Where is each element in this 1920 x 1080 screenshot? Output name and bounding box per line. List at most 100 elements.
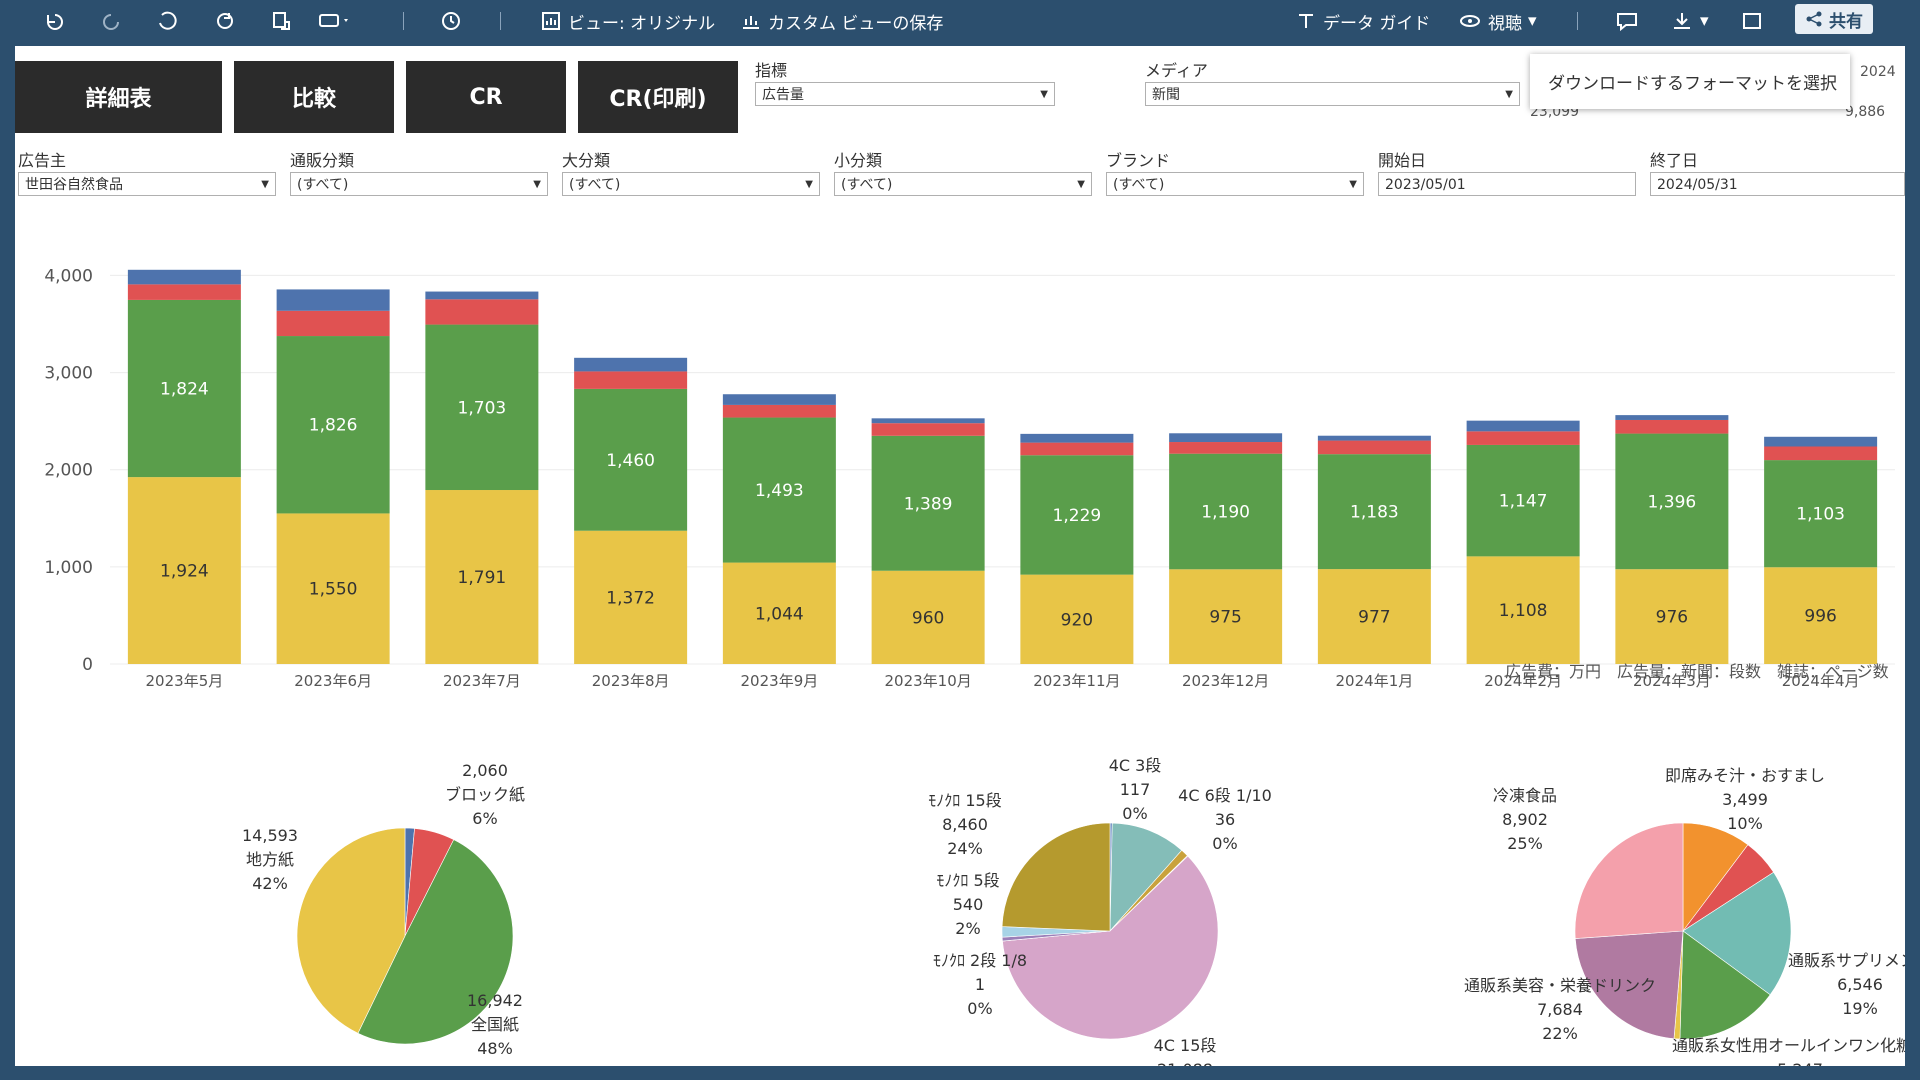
bar-segment[interactable]: [127, 284, 241, 300]
major-category-value: (すべて): [569, 177, 621, 193]
bar-segment[interactable]: [1764, 460, 1878, 568]
data-guide-icon: [1299, 14, 1313, 28]
device-preview-icon[interactable]: [318, 8, 352, 34]
undo-icon[interactable]: [44, 8, 66, 34]
bar-segment[interactable]: [871, 423, 985, 436]
bar-segment[interactable]: [1020, 433, 1134, 443]
bar-segment[interactable]: [1615, 569, 1729, 664]
watch-button[interactable]: 視聴 ▾: [1458, 8, 1537, 34]
bar-value-label: 1,826: [309, 416, 358, 436]
bar-segment[interactable]: [1466, 431, 1580, 445]
bar-segment[interactable]: [1615, 419, 1729, 434]
bar-segment[interactable]: [574, 371, 688, 389]
bar-segment[interactable]: [722, 394, 836, 405]
download-button[interactable]: ▾: [1670, 8, 1709, 34]
bar-segment[interactable]: [1615, 415, 1729, 420]
bar-segment[interactable]: [276, 513, 390, 664]
pie-slice[interactable]: [1574, 822, 1684, 939]
history-icon[interactable]: [440, 8, 462, 34]
bar-segment[interactable]: [1764, 436, 1878, 447]
bar-segment[interactable]: [1020, 442, 1134, 456]
bar-segment[interactable]: [722, 562, 836, 664]
minor-category-select[interactable]: (すべて) ▼: [834, 172, 1092, 196]
bar-segment[interactable]: [1317, 569, 1431, 664]
bar-segment[interactable]: [1317, 435, 1431, 441]
bar-value-label: 1,493: [755, 481, 804, 501]
bar-segment[interactable]: [276, 336, 390, 514]
bar-segment[interactable]: [425, 291, 539, 300]
view-original-button[interactable]: ビュー: オリジナル: [540, 8, 715, 34]
bar-segment[interactable]: [1615, 433, 1729, 570]
pie-slice[interactable]: [1109, 822, 1183, 932]
bar-segment[interactable]: [871, 570, 985, 664]
bar-segment[interactable]: [127, 269, 241, 285]
revert-icon[interactable]: [156, 8, 178, 34]
bar-segment[interactable]: [1466, 420, 1580, 432]
bar-segment[interactable]: [127, 477, 241, 664]
bar-segment[interactable]: [574, 530, 688, 664]
pie-slice[interactable]: [357, 839, 514, 1045]
metric-select[interactable]: 広告量 ▼: [755, 82, 1055, 106]
bar-segment[interactable]: [1169, 442, 1283, 454]
pie-slice[interactable]: [296, 827, 406, 1034]
media-select[interactable]: 新聞 ▼: [1145, 82, 1520, 106]
data-guide-button[interactable]: データ ガイド: [1295, 8, 1430, 34]
start-date-input[interactable]: 2023/05/01: [1378, 172, 1636, 196]
tab-compare[interactable]: 比較: [234, 61, 394, 133]
bar-segment[interactable]: [574, 357, 688, 372]
bar-segment[interactable]: [127, 299, 241, 478]
pause-updates-icon[interactable]: [270, 8, 292, 34]
comment-icon[interactable]: [1615, 8, 1639, 34]
pie-slice[interactable]: [1001, 822, 1111, 932]
toolbar: ビュー: オリジナル カスタム ビューの保存 データ ガイド 視聴 ▾ ▾ 共有: [0, 0, 1920, 46]
bar-segment[interactable]: [1169, 453, 1283, 570]
bar-segment[interactable]: [722, 417, 836, 563]
end-date-input[interactable]: 2024/05/31: [1650, 172, 1905, 196]
bar-segment[interactable]: [574, 388, 688, 531]
bar-value-label: 1,460: [606, 451, 655, 471]
bar-segment[interactable]: [871, 418, 985, 424]
pie-slice[interactable]: [1682, 871, 1792, 996]
fullscreen-icon[interactable]: [1740, 8, 1764, 34]
pie-slice[interactable]: [1574, 930, 1684, 1039]
bar-segment[interactable]: [1466, 556, 1580, 664]
bar-segment[interactable]: [276, 310, 390, 337]
bar-segment[interactable]: [1020, 455, 1134, 575]
tab-cr-print[interactable]: CR(印刷): [578, 61, 738, 133]
bar-segment[interactable]: [1764, 446, 1878, 461]
save-custom-view-button[interactable]: カスタム ビューの保存: [740, 8, 943, 34]
refresh-icon[interactable]: [214, 8, 236, 34]
bar-segment[interactable]: [425, 490, 539, 664]
bar-segment[interactable]: [1169, 433, 1283, 443]
advertiser-select[interactable]: 世田谷自然食品 ▼: [18, 172, 276, 196]
bar-segment[interactable]: [1764, 567, 1878, 664]
mail-order-category-select[interactable]: (すべて) ▼: [290, 172, 548, 196]
dropdown-arrow-icon: ▼: [261, 179, 269, 190]
pie-slice-label: 4C 6段 1/10 36 0%: [1178, 786, 1272, 853]
tab-detail-table[interactable]: 詳細表: [15, 61, 222, 133]
bar-segment[interactable]: [722, 404, 836, 418]
peek-value-b: 9,886: [1845, 104, 1886, 120]
bar-segment[interactable]: [276, 289, 390, 311]
bar-segment[interactable]: [1020, 574, 1134, 664]
brand-select[interactable]: (すべて) ▼: [1106, 172, 1364, 196]
bar-segment[interactable]: [1317, 440, 1431, 455]
bar-segment[interactable]: [1466, 444, 1580, 557]
bar-segment[interactable]: [425, 299, 539, 325]
bar-value-label: 1,183: [1350, 503, 1399, 523]
dropdown-arrow-icon: ▼: [1040, 89, 1048, 100]
mail-order-category-label: 通販分類: [290, 151, 355, 170]
bar-segment[interactable]: [425, 324, 539, 491]
bar-segment[interactable]: [1317, 454, 1431, 570]
redo-icon[interactable]: [100, 8, 122, 34]
bar-segment[interactable]: [1169, 569, 1283, 664]
pie-slice[interactable]: [1002, 855, 1219, 1040]
bar-segment[interactable]: [871, 435, 985, 571]
share-button[interactable]: 共有: [1795, 4, 1873, 34]
pie-slice[interactable]: [1682, 822, 1749, 932]
pie-slice[interactable]: [1679, 930, 1771, 1040]
pie-slice-label: 即席みそ汁・おすまし 3,499 10%: [1665, 766, 1825, 833]
tab-cr[interactable]: CR: [406, 61, 566, 133]
download-format-popup[interactable]: ダウンロードするフォーマットを選択: [1530, 54, 1850, 109]
major-category-select[interactable]: (すべて) ▼: [562, 172, 820, 196]
